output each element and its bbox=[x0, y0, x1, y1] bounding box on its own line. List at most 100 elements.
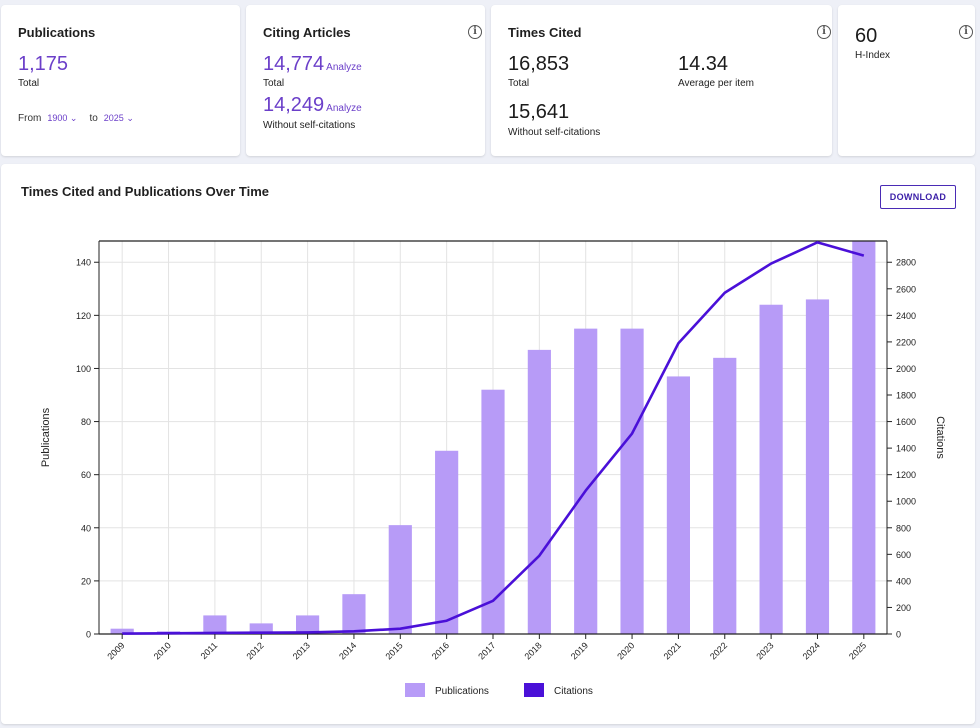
chart-panel: Times Cited and Publications Over Time D… bbox=[1, 164, 975, 724]
h-index-label: H-Index bbox=[855, 50, 891, 61]
x-tick-label: 2022 bbox=[708, 640, 729, 661]
y2-tick-label: 600 bbox=[896, 550, 911, 560]
y-tick-label: 40 bbox=[81, 523, 91, 533]
y2-tick-label: 1400 bbox=[896, 444, 916, 454]
times-cited-card: Times Cited i 16,853 Total 14.34 Average… bbox=[491, 5, 832, 156]
publications-bar bbox=[527, 349, 551, 634]
x-tick-label: 2023 bbox=[754, 640, 775, 661]
average-per-item-label: Average per item bbox=[678, 78, 754, 89]
publications-bar bbox=[666, 376, 690, 634]
y-tick-label: 100 bbox=[76, 364, 91, 374]
y-tick-label: 0 bbox=[86, 630, 91, 640]
from-year-value: 1900 bbox=[47, 113, 68, 123]
publications-bar bbox=[574, 328, 598, 634]
publications-bar bbox=[249, 623, 273, 634]
times-cited-publications-chart: 0204060801001201400200400600800100012001… bbox=[40, 240, 946, 697]
times-cited-without-label: Without self-citations bbox=[508, 127, 601, 138]
citing-total-label: Total bbox=[263, 78, 285, 89]
y-axis-title: Publications bbox=[40, 407, 52, 467]
download-button[interactable]: DOWNLOAD bbox=[880, 185, 956, 209]
info-icon[interactable]: i bbox=[959, 25, 973, 39]
x-tick-label: 2015 bbox=[383, 640, 404, 661]
publications-title: Publications bbox=[18, 25, 96, 40]
analyze-without-link[interactable]: Analyze bbox=[326, 103, 362, 114]
from-label: From bbox=[18, 113, 42, 124]
year-range-filter: From 1900 ⌄ to 2025 ⌄ bbox=[18, 113, 140, 124]
x-tick-label: 2024 bbox=[801, 640, 822, 661]
y-tick-label: 60 bbox=[81, 470, 91, 480]
y2-tick-label: 2000 bbox=[896, 364, 916, 374]
to-label: to bbox=[89, 113, 98, 124]
publications-bar bbox=[342, 594, 366, 634]
legend-label-publications: Publications bbox=[435, 686, 489, 697]
publications-bar bbox=[203, 615, 227, 634]
y-tick-label: 20 bbox=[81, 576, 91, 586]
analyze-citing-link[interactable]: Analyze bbox=[326, 62, 362, 73]
info-icon[interactable]: i bbox=[817, 25, 831, 39]
publications-bar bbox=[620, 328, 644, 634]
y2-axis-title: Citations bbox=[934, 416, 946, 459]
x-tick-label: 2017 bbox=[476, 640, 497, 661]
y2-tick-label: 1200 bbox=[896, 470, 916, 480]
times-cited-title: Times Cited bbox=[508, 25, 582, 40]
y2-tick-label: 0 bbox=[896, 630, 901, 640]
x-tick-label: 2016 bbox=[430, 640, 451, 661]
citing-without-value: 14,249 bbox=[263, 94, 325, 116]
x-tick-label: 2014 bbox=[337, 640, 358, 661]
publications-bar bbox=[805, 299, 830, 634]
x-tick-label: 2021 bbox=[662, 640, 683, 661]
x-tick-label: 2013 bbox=[291, 640, 312, 661]
chevron-down-icon: ⌄ bbox=[126, 113, 134, 123]
chart-title: Times Cited and Publications Over Time bbox=[21, 184, 270, 199]
legend-label-citations: Citations bbox=[554, 686, 593, 697]
times-cited-total-label: Total bbox=[508, 78, 530, 89]
publications-bar bbox=[481, 389, 505, 634]
y2-tick-label: 800 bbox=[896, 523, 911, 533]
info-icon[interactable]: i bbox=[468, 25, 482, 39]
x-tick-label: 2025 bbox=[847, 640, 868, 661]
y2-tick-label: 2600 bbox=[896, 284, 916, 294]
legend-swatch-publications bbox=[405, 683, 425, 697]
citing-without-label: Without self-citations bbox=[263, 120, 356, 131]
x-tick-label: 2011 bbox=[199, 640, 220, 661]
y2-tick-label: 1000 bbox=[896, 497, 916, 507]
publications-bar bbox=[852, 241, 876, 634]
y-tick-label: 140 bbox=[76, 258, 91, 268]
y2-tick-label: 1600 bbox=[896, 417, 916, 427]
from-year-dropdown[interactable]: 1900 ⌄ bbox=[47, 113, 77, 124]
citing-without-row: 14,249 Analyze bbox=[263, 94, 362, 117]
x-tick-label: 2009 bbox=[105, 640, 126, 661]
y2-tick-label: 200 bbox=[896, 603, 911, 613]
publications-bar bbox=[759, 304, 783, 634]
publications-bar bbox=[435, 450, 459, 634]
y-tick-label: 80 bbox=[81, 417, 91, 427]
x-tick-label: 2012 bbox=[244, 640, 265, 661]
publications-total-value: 1,175 bbox=[18, 53, 69, 75]
to-year-dropdown[interactable]: 2025 ⌄ bbox=[104, 113, 134, 124]
y2-tick-label: 2200 bbox=[896, 337, 916, 347]
x-tick-label: 2010 bbox=[152, 640, 173, 661]
average-per-item-value: 14.34 bbox=[678, 53, 729, 75]
y-tick-label: 120 bbox=[76, 311, 91, 321]
citing-total-row: 14,774 Analyze bbox=[263, 53, 362, 76]
legend-swatch-citations bbox=[524, 683, 544, 697]
citing-total-value: 14,774 bbox=[263, 53, 325, 75]
y2-tick-label: 2400 bbox=[896, 311, 916, 321]
h-index-card: i 60 H-Index bbox=[838, 5, 975, 156]
publications-card: Publications 1,175 Total From 1900 ⌄ to … bbox=[1, 5, 240, 156]
y2-tick-label: 400 bbox=[896, 576, 911, 586]
publications-bar bbox=[110, 628, 134, 634]
citing-articles-title: Citing Articles bbox=[263, 25, 351, 40]
x-tick-label: 2019 bbox=[569, 640, 590, 661]
x-tick-label: 2020 bbox=[615, 640, 636, 661]
times-cited-total-value: 16,853 bbox=[508, 53, 570, 75]
h-index-value: 60 bbox=[855, 25, 878, 47]
y2-tick-label: 2800 bbox=[896, 258, 916, 268]
to-year-value: 2025 bbox=[103, 113, 124, 123]
publications-total-label: Total bbox=[18, 78, 40, 89]
publications-bar bbox=[296, 615, 320, 634]
citing-articles-card: Citing Articles i 14,774 Analyze Total 14… bbox=[246, 5, 485, 156]
y2-tick-label: 1800 bbox=[896, 391, 916, 401]
x-tick-label: 2018 bbox=[523, 640, 544, 661]
chevron-down-icon: ⌄ bbox=[69, 113, 78, 123]
